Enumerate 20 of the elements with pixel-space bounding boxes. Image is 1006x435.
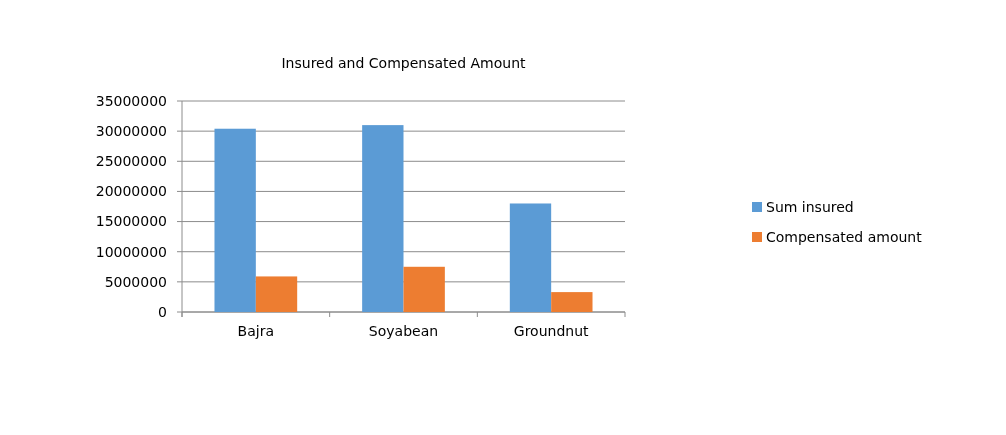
x-tick-label: Groundnut [513,323,590,339]
bar [362,125,404,312]
legend-label: Compensated amount [766,228,923,245]
chart-title: Insured and Compensated Amount [281,55,527,71]
y-tick-label: 20000000 [95,183,167,200]
y-tick-label: 25000000 [95,153,167,170]
y-tick-label: 0 [158,303,167,320]
y-tick-label: 10000000 [95,243,167,260]
y-tick-label: 35000000 [95,92,167,109]
legend-label: Sum insured [766,198,854,215]
bar [214,128,256,312]
bar [255,276,298,312]
bar [551,292,593,312]
y-tick-label: 5000000 [104,273,167,290]
x-tick-label: Soyabean [368,323,439,339]
bar [509,203,552,312]
x-tick-label: Bajra [237,323,275,339]
bar [403,266,445,312]
y-tick-label: 30000000 [95,123,167,140]
y-tick-label: 15000000 [95,213,167,230]
